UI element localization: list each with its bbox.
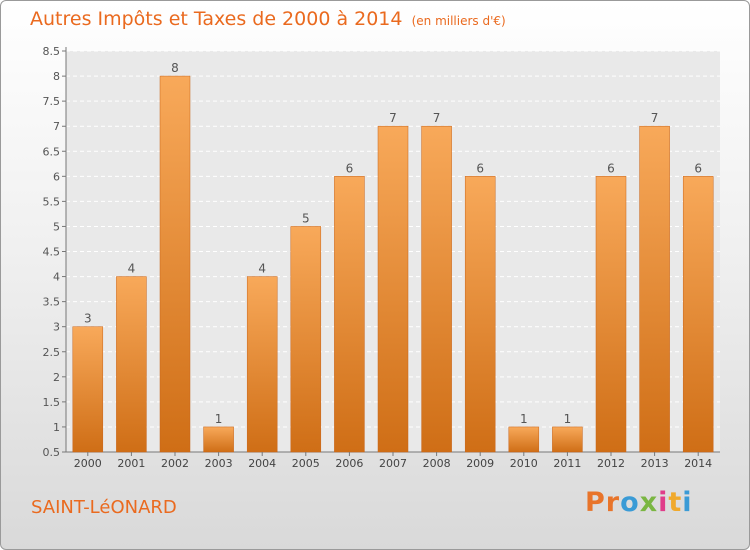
data-label-2004: 4 [258,262,266,276]
x-tick-label-2011: 2011 [553,457,581,470]
data-label-2005: 5 [302,211,310,225]
bar-2003 [203,426,234,453]
data-label-2010: 1 [520,412,528,426]
x-tick-label-2002: 2002 [161,457,189,470]
data-label-2014: 6 [694,161,702,175]
y-tick-label: 1 [53,421,60,434]
y-tick-label: 7.5 [43,95,61,108]
y-tick-label: 6 [53,170,60,183]
bar-2012 [595,176,627,453]
x-tick-label-2008: 2008 [423,457,451,470]
logo-letter: x [639,487,659,518]
x-tick-label-2005: 2005 [292,457,320,470]
y-tick-label: 2.5 [43,346,61,359]
data-label-2011: 1 [564,412,572,426]
data-label-2007: 7 [389,111,397,125]
logo-letter: i [658,487,669,518]
y-tick-label: 3.5 [43,296,61,309]
data-label-2008: 7 [433,111,441,125]
y-tick-label: 8.5 [43,45,61,58]
bar-2011 [552,426,583,453]
bar-2014 [682,176,714,453]
x-tick-label-2013: 2013 [641,457,669,470]
bar-2009 [464,176,496,453]
bar-2008 [421,125,452,453]
x-tick-label-2000: 2000 [74,457,102,470]
place-name: SAINT-LéONARD [31,497,177,518]
x-tick-label-2001: 2001 [117,457,145,470]
chart-subtitle: (en milliers d'€) [411,14,506,28]
y-tick-label: 2 [53,371,60,384]
chart-title: Autres Impôts et Taxes de 2000 à 2014 [30,8,403,30]
logo-letter: t [668,487,683,518]
x-tick-label-2009: 2009 [466,457,494,470]
data-label-2001: 4 [128,262,136,276]
x-tick-label-2010: 2010 [510,457,538,470]
logo-letter: i [682,487,693,518]
bar-2002 [159,75,191,453]
y-tick-label: 3 [53,321,60,334]
y-tick-label: 5.5 [43,195,61,208]
data-label-2006: 6 [346,161,354,175]
y-tick-label: 0.5 [43,446,61,459]
data-label-2013: 7 [651,111,659,125]
logo-letter: o [620,487,640,518]
logo-letter: r [605,487,621,518]
y-tick-label: 1.5 [43,396,61,409]
title-row: Autres Impôts et Taxes de 2000 à 2014 (e… [30,8,506,30]
bar-2004 [246,276,278,453]
bar-2005 [290,226,322,453]
y-tick-label: 6.5 [43,145,61,158]
x-tick-label-2004: 2004 [248,457,276,470]
bar-2001 [116,276,147,453]
data-label-2000: 3 [84,312,92,326]
bar-2000 [72,326,104,453]
data-label-2003: 1 [215,412,223,426]
y-tick-label: 7 [53,120,60,133]
bar-2007 [377,125,409,453]
proxiti-logo: Proxiti [585,487,693,518]
x-tick-label-2006: 2006 [335,457,363,470]
data-label-2009: 6 [476,161,484,175]
x-tick-label-2007: 2007 [379,457,407,470]
x-tick-label-2012: 2012 [597,457,625,470]
y-tick-label: 5 [53,220,60,233]
logo-letter: P [585,487,606,518]
x-tick-label-2014: 2014 [684,457,712,470]
bar-2013 [639,125,670,453]
x-tick-label-2003: 2003 [205,457,233,470]
bar-2006 [334,176,365,453]
y-tick-label: 8 [53,70,60,83]
data-label-2012: 6 [607,161,615,175]
data-label-2002: 8 [171,61,179,75]
y-tick-label: 4.5 [43,246,61,259]
y-tick-label: 4 [53,271,60,284]
bar-2010 [508,426,540,453]
